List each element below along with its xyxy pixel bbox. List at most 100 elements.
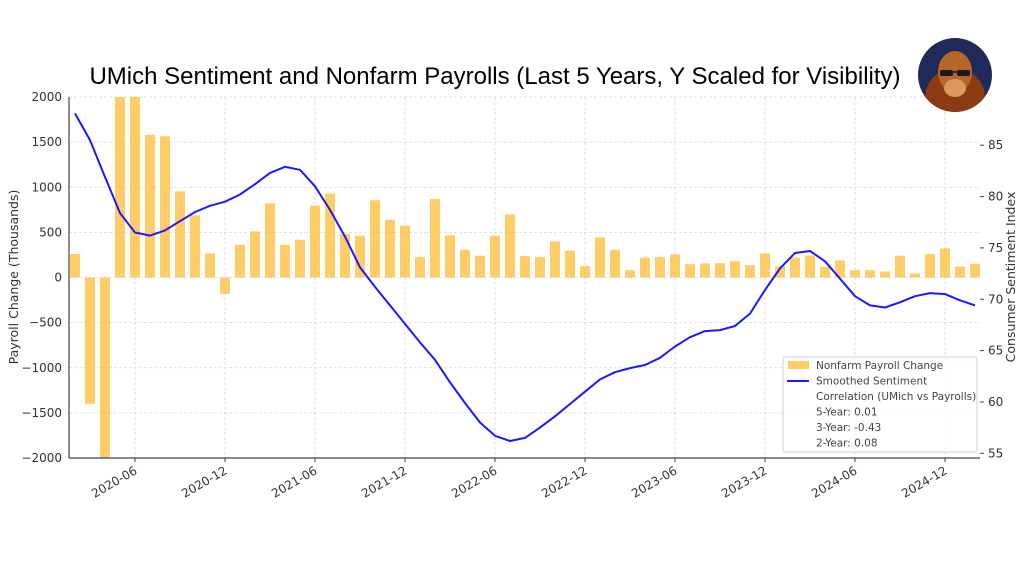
payroll-bar-2024-11	[925, 254, 935, 278]
payroll-bar-2022-05	[475, 255, 485, 278]
right-tick-label: 85	[988, 138, 1003, 152]
left-tick-label: 1000	[31, 180, 62, 194]
payroll-bar-2024-09	[895, 255, 905, 278]
payroll-bar-2023-04	[640, 257, 650, 278]
payroll-bar-2021-02	[250, 231, 260, 278]
payroll-bar-2021-08	[340, 233, 350, 278]
payroll-bar-2023-12	[760, 253, 770, 278]
payroll-bar-2024-04	[820, 266, 830, 278]
payroll-bar-2024-08	[880, 271, 890, 278]
payroll-bar-2022-03	[445, 235, 455, 278]
payroll-bar-2021-09	[355, 235, 365, 278]
left-tick-label: 1500	[31, 135, 62, 149]
payroll-bar-2023-06	[670, 254, 680, 278]
payroll-bar-2021-01	[235, 244, 245, 278]
right-tick-label: 60	[988, 395, 1003, 409]
payroll-bar-2023-11	[745, 265, 755, 278]
payroll-bar-2022-11	[565, 250, 575, 278]
payroll-bar-2023-08	[700, 263, 710, 278]
x-tick-label: 2022-12	[539, 463, 589, 500]
x-tick-label: 2021-12	[359, 463, 409, 500]
payroll-bar-2025-02	[970, 263, 980, 278]
payroll-bar-2020-04	[100, 277, 110, 458]
payroll-bar-2024-02	[790, 257, 800, 278]
payroll-bar-2020-08	[160, 136, 170, 278]
left-axis-label: Payroll Change (Thousands)	[6, 190, 21, 365]
payroll-bar-2023-05	[655, 257, 665, 278]
legend-correlation-title: Correlation (UMich vs Payrolls)	[816, 391, 976, 403]
payroll-bar-2022-06	[490, 235, 500, 278]
right-tick-label: 80	[988, 190, 1003, 204]
payroll-bar-2020-09	[175, 191, 185, 278]
legend-correlation-3y: 3-Year: -0.43	[816, 422, 881, 434]
x-tick-label: 2024-12	[899, 463, 949, 500]
payroll-bar-2024-12	[940, 248, 950, 278]
right-tick-label: 65	[988, 344, 1003, 358]
right-tick-label: 70	[988, 292, 1003, 306]
payroll-bar-2024-10	[910, 273, 920, 278]
legend: Nonfarm Payroll Change Smoothed Sentimen…	[782, 356, 978, 453]
legend-entry-payroll: Nonfarm Payroll Change	[816, 360, 943, 372]
payroll-bar-2024-07	[865, 270, 875, 278]
legend-bar-swatch	[788, 361, 809, 369]
payroll-bar-2023-03	[625, 270, 635, 278]
x-tick-label: 2020-12	[179, 463, 229, 500]
payroll-bar-2020-10	[190, 215, 200, 278]
payroll-bar-2022-02	[430, 198, 440, 278]
left-tick-label: 2000	[31, 90, 62, 104]
x-tick-label: 2023-12	[719, 463, 769, 500]
chart-title: UMich Sentiment and Nonfarm Payrolls (La…	[89, 63, 900, 90]
payroll-bar-2024-06	[850, 270, 860, 278]
payroll-bar-2021-11	[385, 220, 395, 278]
payroll-bar-2023-10	[730, 261, 740, 278]
payroll-bar-2025-01	[955, 266, 965, 278]
payroll-bar-2021-05	[295, 239, 305, 278]
x-tick-label: 2023-06	[629, 463, 679, 500]
payroll-bar-2020-05	[115, 97, 125, 278]
payroll-bar-2024-03	[805, 255, 815, 278]
payroll-bar-2023-02	[610, 249, 620, 278]
payroll-bar-2022-08	[520, 256, 530, 278]
payroll-bar-2021-07	[325, 193, 335, 278]
payroll-bar-2021-03	[265, 203, 275, 278]
payroll-bar-2022-09	[535, 257, 545, 278]
legend-correlation-2y: 2-Year: 0.08	[816, 438, 878, 450]
payroll-bar-2023-07	[685, 264, 695, 278]
payroll-bar-2020-07	[145, 134, 155, 278]
payroll-bar-2021-06	[310, 205, 320, 278]
payroll-bar-2020-03	[85, 277, 95, 404]
sentiment-line-group	[74, 112, 976, 442]
payroll-bar-2022-10	[550, 241, 560, 278]
gorilla-avatar-icon	[918, 38, 992, 112]
left-tick-label: −500	[29, 316, 62, 330]
x-tick-label: 2021-06	[269, 463, 319, 500]
payroll-bar-2024-01	[775, 266, 785, 278]
payroll-bar-2021-04	[280, 244, 290, 278]
x-tick-label: 2020-06	[89, 463, 139, 500]
payroll-bar-2024-05	[835, 260, 845, 278]
left-tick-label: −2000	[21, 451, 62, 465]
legend-entry-sentiment: Smoothed Sentiment	[816, 376, 927, 388]
left-tick-label: −1000	[21, 361, 62, 375]
payroll-bar-2022-07	[505, 214, 515, 278]
bars	[70, 97, 980, 458]
left-tick-label: 0	[54, 271, 62, 285]
left-tick-label: 500	[39, 225, 62, 239]
payroll-bar-2023-09	[715, 263, 725, 278]
payroll-bar-2021-10	[370, 200, 380, 278]
right-tick-label: 55	[988, 446, 1003, 460]
payroll-bar-2022-04	[460, 249, 470, 278]
x-tick-label: 2022-06	[449, 463, 499, 500]
right-axis-label: Consumer Sentiment Index	[1003, 192, 1018, 363]
legend-box	[782, 356, 978, 453]
x-tick-label: 2024-06	[809, 463, 859, 500]
legend-correlation-5y: 5-Year: 0.01	[816, 407, 878, 419]
payroll-bar-2021-12	[400, 225, 410, 278]
payroll-bar-2023-01	[595, 237, 605, 278]
right-tick-label: 75	[988, 241, 1003, 255]
payroll-bar-2020-12	[220, 277, 230, 294]
payroll-bar-2020-11	[205, 253, 215, 278]
payroll-bar-2020-06	[130, 97, 140, 278]
payroll-bar-2022-01	[415, 257, 425, 278]
